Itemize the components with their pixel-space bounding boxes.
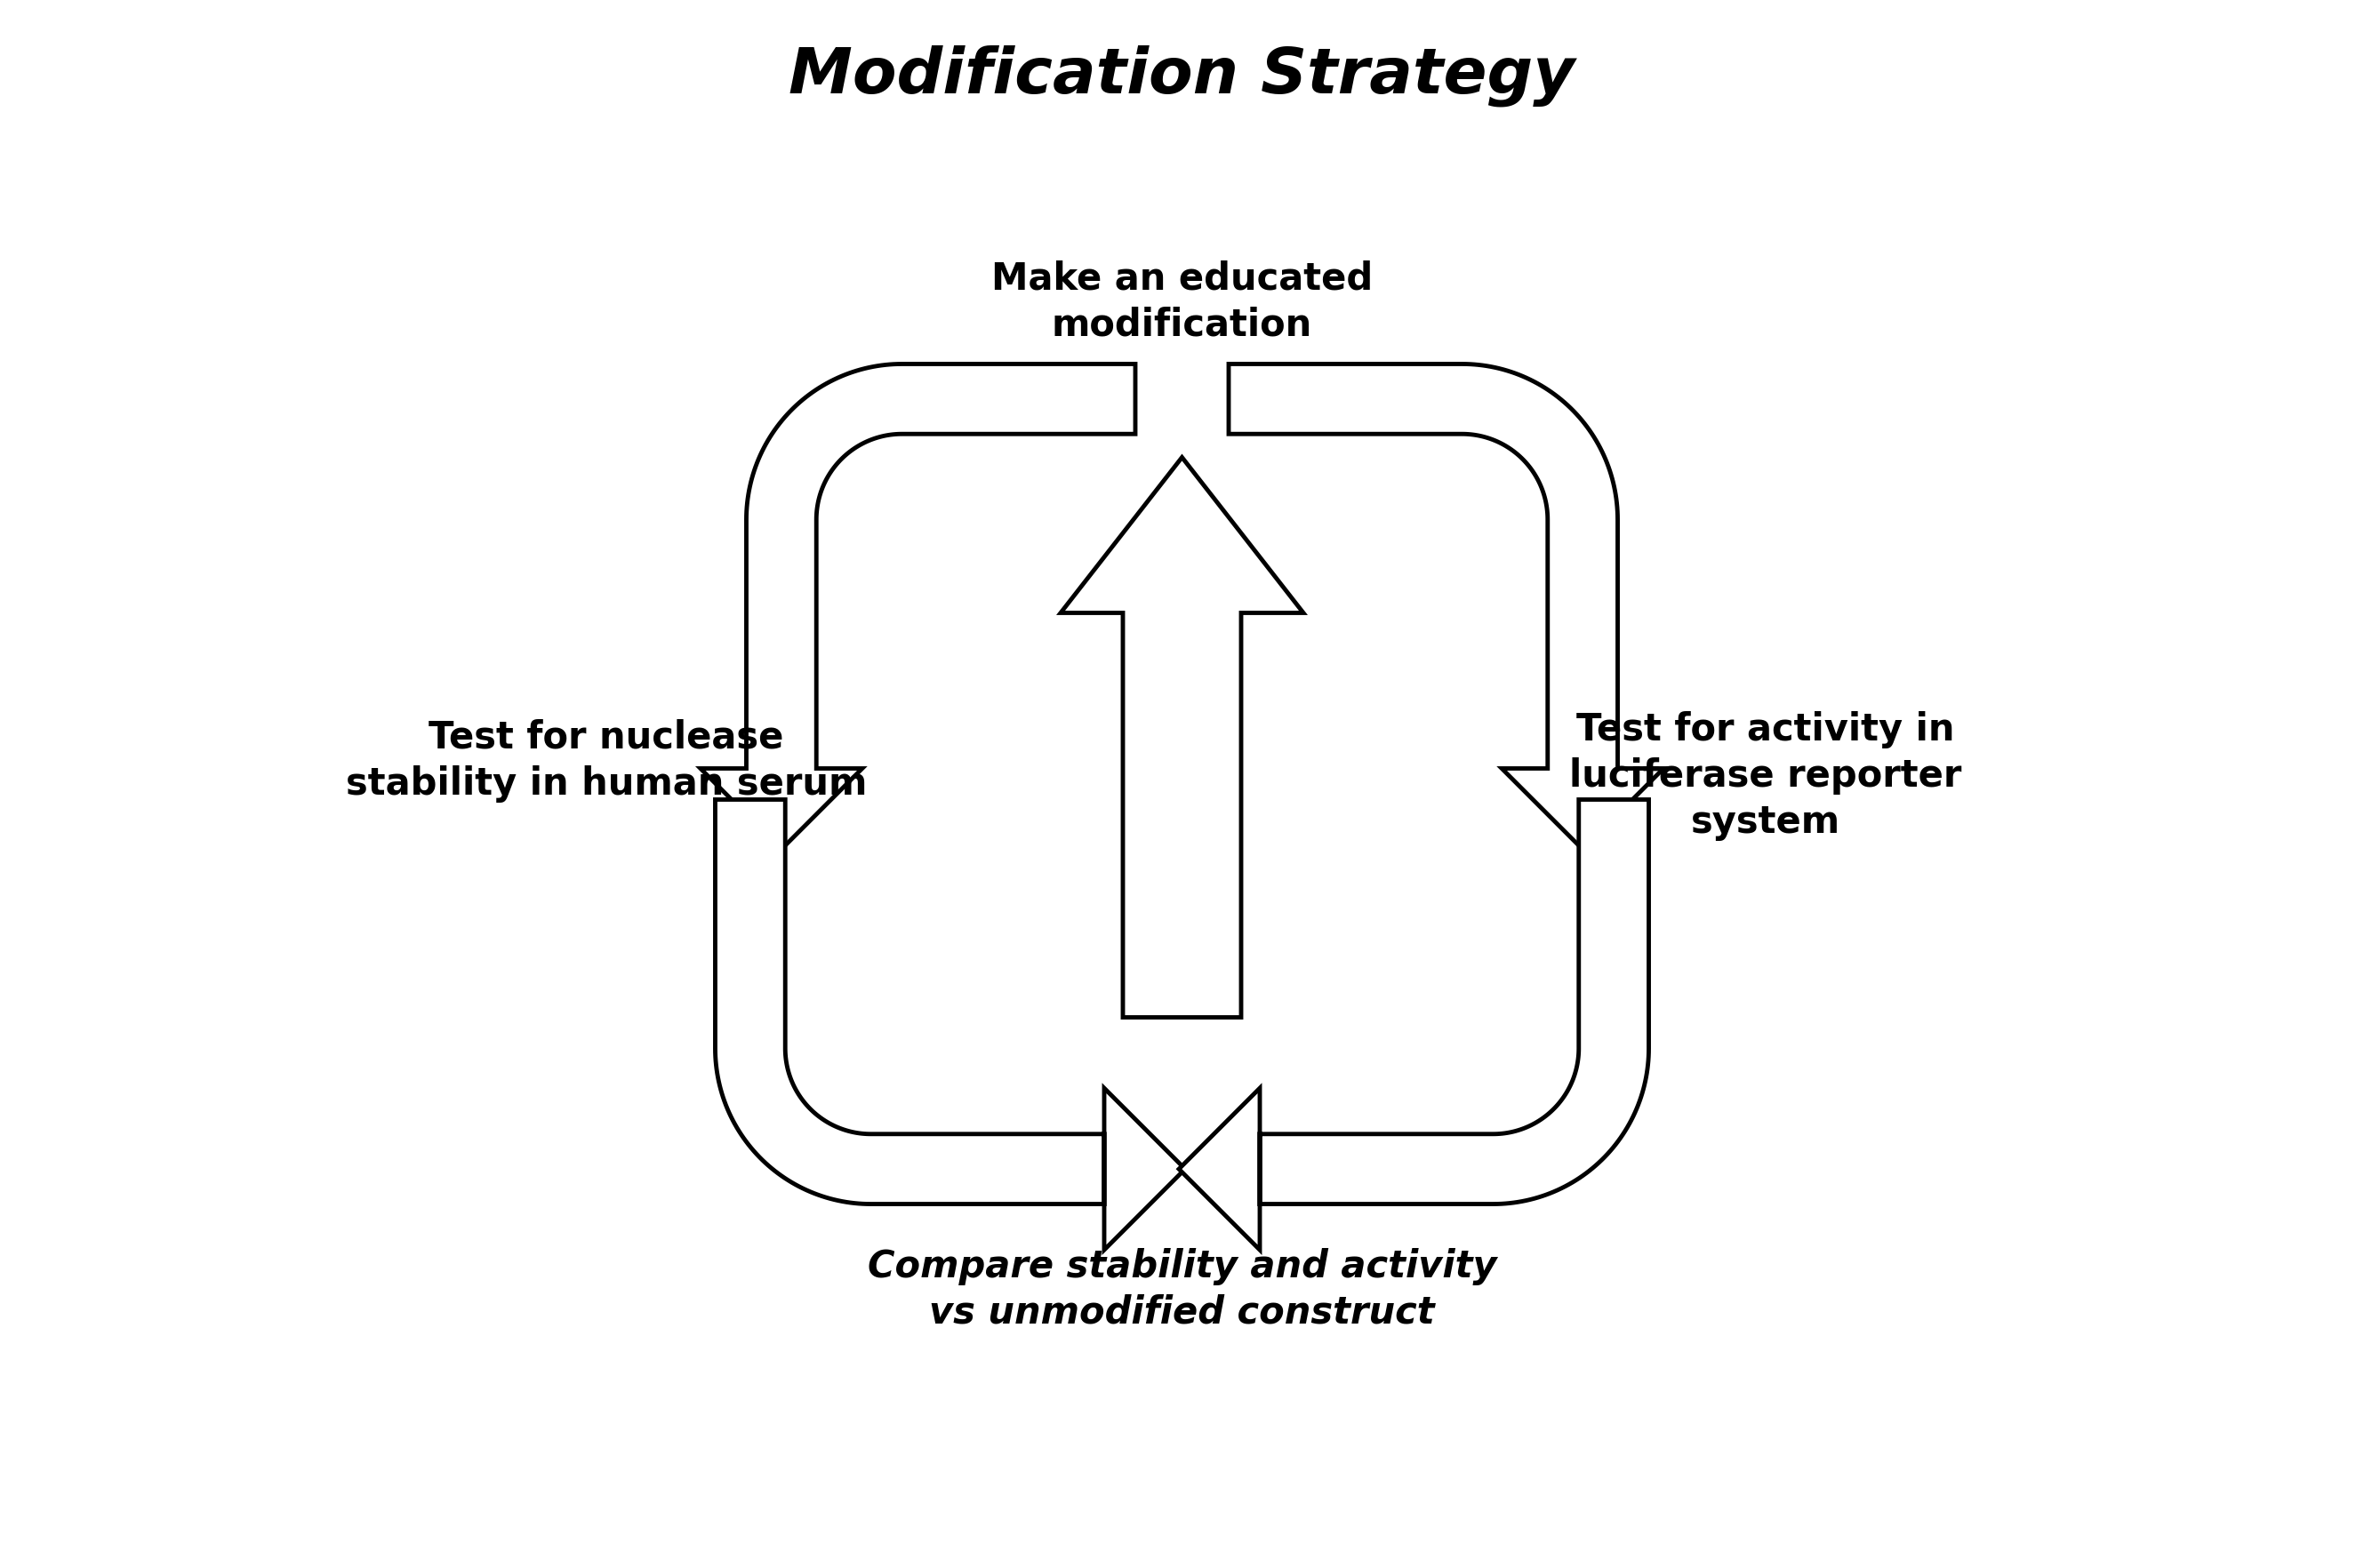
Polygon shape (1180, 800, 1648, 1250)
Text: Test for nuclease
stability in human serum: Test for nuclease stability in human ser… (345, 720, 868, 803)
Polygon shape (716, 800, 1184, 1250)
Text: Compare stability and activity
vs unmodified construct: Compare stability and activity vs unmodi… (868, 1248, 1496, 1331)
Text: Make an educated
modification: Make an educated modification (991, 260, 1373, 343)
Polygon shape (1229, 364, 1664, 850)
Polygon shape (700, 364, 1135, 850)
Text: Test for activity in
luciferase reporter
system: Test for activity in luciferase reporter… (1570, 712, 1962, 840)
Polygon shape (1061, 458, 1303, 1018)
Text: Modification Strategy: Modification Strategy (790, 45, 1574, 107)
